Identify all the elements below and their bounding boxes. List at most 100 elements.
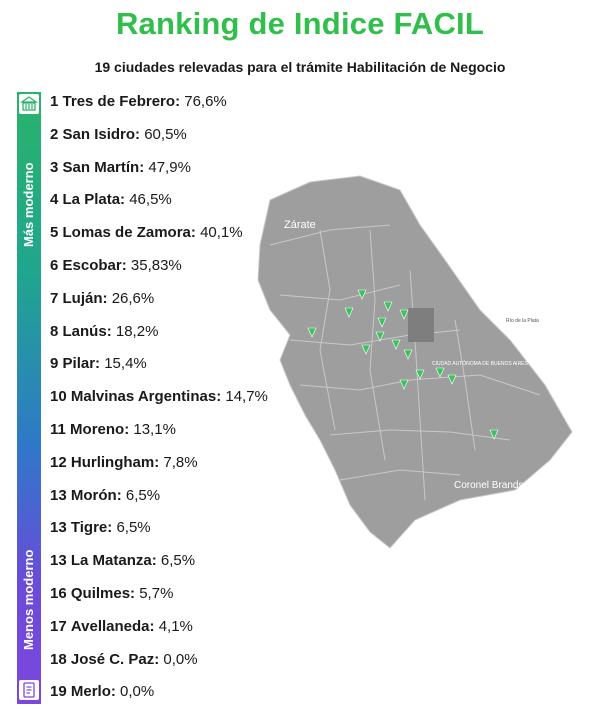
ranking-row: 18 José C. Paz: 0,0%: [50, 650, 198, 668]
ranking-rank: 11: [50, 421, 66, 438]
ranking-city: Quilmes: [70, 585, 131, 602]
ranking-rank: 2: [50, 125, 59, 143]
ranking-row: 13 Tigre: 6,5%: [50, 519, 151, 537]
ranking-value: 46,5%: [129, 191, 172, 209]
ranking-rank: 3: [50, 158, 59, 176]
ranking-value: 15,4%: [104, 355, 147, 373]
ranking-city: Lomas de Zamora: [62, 224, 191, 242]
buenos-aires-map: Zárate CIUDAD AUTÓNOMA DE BUENOS AIRES R…: [257, 175, 573, 549]
ranking-city: Luján: [62, 289, 103, 307]
ranking-value: 6,5%: [116, 519, 151, 537]
map-region: [257, 175, 573, 549]
ranking-city: La Matanza: [70, 552, 152, 570]
ranking-rank: 4: [50, 191, 59, 209]
ranking-city: La Plata: [62, 191, 121, 209]
ranking-value: 76,6%: [184, 93, 227, 110]
map-marker: [383, 301, 393, 312]
map-marker: [399, 379, 409, 390]
map-marker: [344, 307, 354, 318]
map-label-zarate: Zárate: [284, 219, 316, 231]
ranking-value: 6,5%: [160, 552, 196, 570]
ranking-city: Escobar: [62, 257, 122, 274]
building-icon: [19, 94, 39, 114]
ranking-value: 26,6%: [111, 289, 155, 307]
map-marker: [435, 367, 445, 378]
modernity-scale-bar: [17, 92, 41, 704]
ranking-row: 11 Moreno: 13,1%: [50, 421, 176, 438]
ranking-value: 18,2%: [115, 322, 159, 340]
ranking-row: 13 Morón: 6,5%: [50, 486, 161, 504]
ranking-row: 7 Luján: 26,6%: [50, 289, 155, 307]
ranking-rank: 13: [50, 552, 67, 570]
ranking-city: Pilar: [62, 355, 96, 373]
map-label-rio: Río de la Plata: [506, 318, 539, 324]
ranking-city: Tigre: [70, 519, 108, 537]
map-marker: [415, 369, 425, 380]
caba-region: [408, 308, 434, 342]
map-marker: [377, 317, 387, 328]
map-marker: [357, 289, 367, 300]
scale-label-bottom: Menos moderno: [21, 549, 36, 650]
ranking-row: 2 San Isidro: 60,5%: [50, 125, 187, 143]
ranking-value: 6,5%: [125, 486, 161, 504]
map-marker: [307, 327, 317, 338]
ranking-rank: 7: [50, 289, 59, 307]
map-marker: [447, 374, 457, 385]
ranking-rank: 13: [50, 486, 67, 504]
ranking-value: 0,0%: [163, 650, 198, 668]
ranking-rank: 9: [50, 355, 59, 373]
ranking-row: 1 Tres de Febrero: 76,6%: [50, 93, 227, 110]
ranking-rank: 5: [50, 224, 59, 242]
ranking-row: 10 Malvinas Argentinas: 14,7%: [50, 388, 268, 406]
ranking-row: 19 Merlo: 0,0%: [50, 683, 155, 701]
ranking-city: Tres de Febrero: [62, 93, 176, 110]
ranking-value: 47,9%: [148, 158, 191, 176]
map-marker: [403, 349, 413, 360]
ranking-row: 9 Pilar: 15,4%: [50, 355, 147, 373]
ranking-value: 4,1%: [158, 617, 193, 635]
map-label-caba: CIUDAD AUTÓNOMA DE BUENOS AIRES: [432, 360, 529, 367]
ranking-value: 0,0%: [120, 683, 155, 701]
ranking-row: 6 Escobar: 35,83%: [50, 257, 182, 274]
ranking-value: 14,7%: [225, 388, 268, 406]
ranking-city: Lanús: [62, 322, 107, 340]
ranking-value: 5,7%: [139, 585, 174, 602]
ranking-city: Merlo: [70, 683, 111, 701]
ranking-city: San Isidro: [62, 125, 136, 143]
ranking-city: Moreno: [70, 421, 125, 438]
map-marker: [375, 331, 385, 342]
ranking-row: 5 Lomas de Zamora: 40,1%: [50, 224, 243, 242]
ranking-rank: 13: [50, 519, 67, 537]
ranking-value: 40,1%: [200, 224, 243, 242]
document-icon: [19, 680, 39, 700]
ranking-city: Avellaneda: [70, 617, 150, 635]
map-marker: [361, 344, 371, 355]
ranking-row: 13 La Matanza: 6,5%: [50, 552, 196, 570]
ranking-city: San Martín: [62, 158, 140, 176]
ranking-rank: 6: [50, 257, 59, 274]
ranking-value: 13,1%: [133, 421, 176, 438]
ranking-value: 60,5%: [144, 125, 187, 143]
ranking-rank: 18: [50, 650, 67, 668]
ranking-city: Morón: [70, 486, 117, 504]
map-marker: [489, 429, 499, 440]
ranking-value: 7,8%: [163, 453, 198, 471]
ranking-city: Hurlingham: [70, 453, 155, 471]
ranking-row: 4 La Plata: 46,5%: [50, 191, 172, 209]
ranking-rank: 19: [50, 683, 67, 701]
ranking-row: 16 Quilmes: 5,7%: [50, 585, 174, 602]
ranking-value: 35,83%: [130, 257, 182, 274]
ranking-rank: 1: [50, 93, 59, 110]
map-label-brandsen: Coronel Brandsen: [454, 480, 535, 491]
map-marker: [399, 309, 409, 320]
ranking-rank: 17: [50, 617, 67, 635]
ranking-rank: 8: [50, 322, 59, 340]
ranking-row: 12 Hurlingham: 7,8%: [50, 453, 198, 471]
ranking-city: José C. Paz: [70, 650, 155, 668]
ranking-rank: 16: [50, 585, 67, 602]
ranking-row: 3 San Martín: 47,9%: [50, 158, 191, 176]
ranking-rank: 12: [50, 453, 67, 471]
ranking-row: 8 Lanús: 18,2%: [50, 322, 159, 340]
ranking-city: Malvinas Argentinas: [70, 388, 217, 406]
map-marker: [391, 339, 401, 350]
